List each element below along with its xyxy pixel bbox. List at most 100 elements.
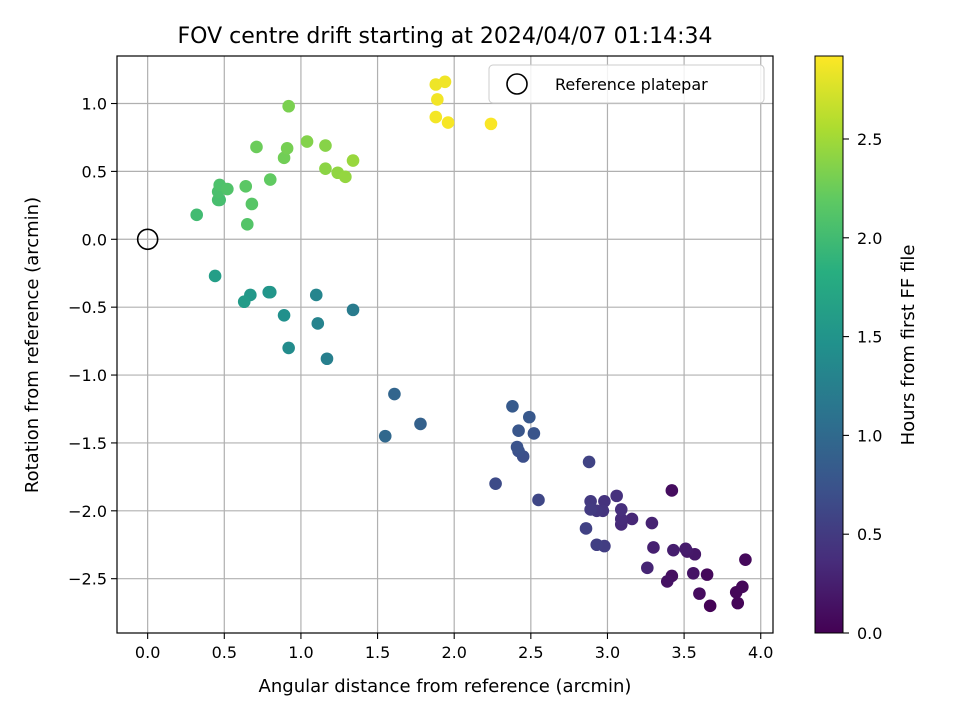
y-axis-ticks: −2.5 −2.0 −1.5 −1.0 −0.5 0.0 0.5 1.0 <box>68 95 117 589</box>
scatter-point <box>263 285 277 299</box>
scatter-point <box>282 341 295 355</box>
scatter-point <box>245 197 259 211</box>
y-tick-label: 0.5 <box>82 162 107 181</box>
legend-box <box>488 64 765 104</box>
scatter-point <box>339 170 352 184</box>
scatter-point <box>679 542 692 556</box>
scatter-point <box>703 599 717 613</box>
scatter-points <box>190 75 752 613</box>
scatter-point <box>610 489 623 503</box>
scatter-point <box>660 575 674 588</box>
scatter-point <box>584 503 597 516</box>
colorbar: 0.0 0.5 1.0 1.5 2.0 2.5 Hours from first FF f… <box>814 55 919 643</box>
x-tick-label: 1.0 <box>288 643 313 662</box>
scatter-point <box>282 99 295 113</box>
x-axis-ticks: 0.0 0.5 1.0 1.5 2.0 2.5 3.0 3.5 4.0 <box>135 633 773 662</box>
scatter-point <box>527 427 541 440</box>
scatter-point <box>263 173 277 186</box>
colorbar-tick-label: 1.5 <box>857 328 882 347</box>
scatter-point <box>582 455 596 469</box>
scatter-point <box>280 142 294 155</box>
scatter-point <box>221 182 234 196</box>
scatter-point <box>190 208 204 222</box>
y-tick-label: −2.5 <box>68 570 107 589</box>
scatter-point <box>645 516 659 530</box>
legend-entry-reference: Reference platepar <box>555 75 708 94</box>
scatter-point <box>300 135 314 148</box>
colorbar-ticks: 0.0 0.5 1.0 1.5 2.0 2.5 <box>843 130 882 643</box>
scatter-point <box>598 495 611 508</box>
scatter-point <box>693 587 706 600</box>
x-tick-label: 4.0 <box>748 643 773 662</box>
legend: Reference platepar <box>488 64 765 104</box>
scatter-point <box>579 522 593 535</box>
scatter-point <box>240 218 254 231</box>
y-tick-label: 1.0 <box>82 95 107 114</box>
scatter-point <box>388 387 401 401</box>
scatter-point <box>429 110 443 124</box>
colorbar-tick-label: 2.5 <box>857 130 882 149</box>
chart-title: FOV centre drift starting at 2024/04/07 … <box>178 24 713 49</box>
x-tick-label: 1.5 <box>365 643 390 662</box>
colorbar-tick-label: 0.0 <box>857 624 882 643</box>
scatter-point <box>686 566 700 580</box>
scatter-point <box>250 140 263 154</box>
scatter-point <box>319 139 332 152</box>
scatter-point <box>346 154 360 167</box>
scatter-point <box>378 429 392 443</box>
scatter-point <box>277 309 291 322</box>
y-tick-label: 0.0 <box>82 230 107 249</box>
scatter-point <box>590 538 604 552</box>
scatter-point <box>731 596 745 610</box>
scatter-point <box>667 543 680 557</box>
scatter-point <box>319 162 332 175</box>
scatter-point <box>736 580 749 594</box>
scatter-point <box>739 553 752 566</box>
scatter-point <box>484 117 498 131</box>
x-tick-label: 3.5 <box>671 643 696 662</box>
colorbar-label: Hours from first FF file <box>898 245 919 446</box>
scatter-point <box>700 568 714 581</box>
scatter-point <box>320 352 334 366</box>
colorbar-tick-label: 0.5 <box>857 525 882 544</box>
scatter-point <box>208 269 222 283</box>
legend-reference-marker <box>506 73 528 95</box>
scatter-point <box>239 180 253 193</box>
scatter-point <box>414 417 427 431</box>
x-tick-label: 2.0 <box>441 643 466 662</box>
colorbar-tick-label: 1.0 <box>857 426 882 445</box>
scatter-point <box>311 317 325 330</box>
x-tick-label: 3.0 <box>595 643 620 662</box>
scatter-point <box>614 503 628 516</box>
scatter-point <box>489 477 502 490</box>
scatter-point <box>625 512 639 526</box>
grid <box>117 56 773 633</box>
y-tick-label: −1.5 <box>68 434 107 453</box>
scatter-point <box>614 512 628 526</box>
scatter-point <box>441 116 455 129</box>
scatter-point <box>438 75 452 89</box>
y-tick-label: −1.0 <box>68 366 107 385</box>
scatter-point <box>522 410 536 424</box>
colorbar-gradient <box>814 55 844 634</box>
x-tick-label: 0.5 <box>212 643 237 662</box>
scatter-point <box>346 303 360 317</box>
scatter-point <box>641 561 654 575</box>
x-axis-label: Angular distance from reference (arcmin) <box>259 676 632 697</box>
scatter-point <box>510 440 524 454</box>
plot-frame <box>116 55 774 634</box>
scatter-point <box>309 288 323 302</box>
scatter-point <box>506 399 519 413</box>
scatter-point <box>512 424 525 438</box>
scatter-point <box>277 151 291 165</box>
colorbar-tick-label: 2.0 <box>857 229 882 248</box>
x-tick-label: 0.0 <box>135 643 160 662</box>
x-tick-label: 2.5 <box>518 643 543 662</box>
reference-point-marker <box>136 228 159 251</box>
y-axis-label: Rotation from reference (arcmin) <box>22 197 43 493</box>
scatter-point <box>647 541 660 554</box>
y-tick-label: −2.0 <box>68 502 107 521</box>
y-tick-label: −0.5 <box>68 298 107 317</box>
scatter-point <box>431 93 444 106</box>
